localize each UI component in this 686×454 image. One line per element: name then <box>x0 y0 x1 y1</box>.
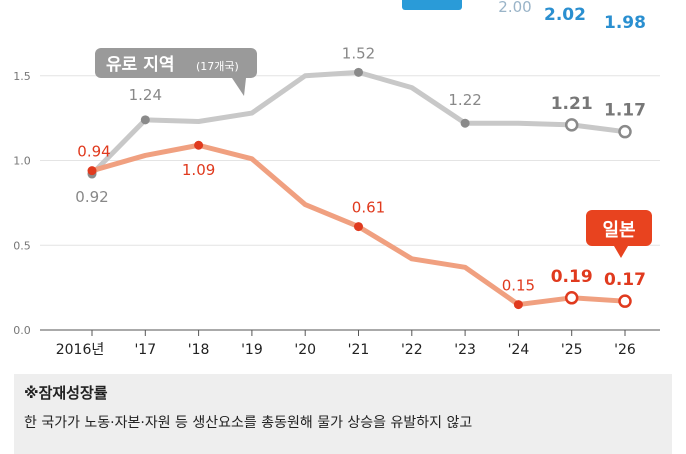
x-tick-label: '18 <box>188 342 210 358</box>
japan-data-label: 0.17 <box>604 270 646 290</box>
x-tick-label: '22 <box>401 342 423 358</box>
japan-point <box>564 291 579 305</box>
euro-legend-label: 유로 지역 <box>106 55 174 75</box>
x-axis: 2016년 '17 '18 '19 '20 '21 '22 '23 '24 '25 '26 <box>40 329 660 358</box>
x-tick-label: '17 <box>134 342 156 358</box>
y-tick-label: 1.5 <box>13 70 31 83</box>
footnote-text: 한 국가가 노동·자본·자원 등 생산요소를 총동원해 물가 상승을 유발하지 … <box>24 415 473 431</box>
series-lines <box>90 69 626 308</box>
footnote-box: ※잠재성장률 한 국가가 노동·자본·자원 등 생산요소를 총동원해 물가 상승… <box>14 374 672 454</box>
japan-data-label: 0.94 <box>77 143 110 161</box>
euro-data-label: 0.92 <box>75 188 108 206</box>
top-label-3: 1.98 <box>604 13 646 33</box>
japan-point <box>513 300 523 310</box>
x-tick-label: '20 <box>294 342 316 358</box>
top-legend-box <box>402 0 462 10</box>
x-tick-label: '25 <box>561 342 583 358</box>
x-tick-label: 2016년 <box>56 342 105 358</box>
japan-legend-label: 일본 <box>602 220 635 241</box>
euro-point <box>460 118 470 128</box>
y-tick-label: 1.0 <box>13 155 31 168</box>
y-tick-label: 0.5 <box>13 239 31 252</box>
japan-legend-callout: 일본 <box>586 210 652 258</box>
x-tick-label: '21 <box>348 342 370 358</box>
euro-legend-callout: 유로 지역 (17개국) <box>95 48 257 96</box>
euro-point <box>354 67 363 77</box>
euro-data-label: 1.21 <box>551 94 593 114</box>
y-tick-label: 0.0 <box>13 324 31 337</box>
x-tick-label: '23 <box>454 342 476 358</box>
japan-point <box>618 294 632 308</box>
euro-legend-note: (17개국) <box>196 60 239 73</box>
data-points <box>87 67 632 310</box>
y-axis-ticks: 0.0 0.5 1.0 1.5 <box>13 70 31 337</box>
euro-point <box>618 124 632 139</box>
japan-point <box>87 166 97 176</box>
euro-data-label: 1.22 <box>448 91 481 109</box>
japan-data-label: 1.09 <box>182 161 215 179</box>
euro-data-label: 1.17 <box>604 101 646 121</box>
euro-point <box>564 118 579 132</box>
euro-data-label: 1.24 <box>129 86 162 104</box>
x-tick-label: '19 <box>241 342 263 358</box>
japan-data-label: 0.61 <box>352 199 385 217</box>
line-chart: 0.0 0.5 1.0 1.5 2016년 '17 '18 '19 '20 '21 '22 '23 '… <box>13 0 660 358</box>
top-label-2: 2.02 <box>544 5 586 25</box>
japan-point <box>354 222 363 232</box>
japan-data-label: 0.19 <box>551 267 593 287</box>
japan-data-label: 0.15 <box>502 277 535 295</box>
data-labels: 0.92 1.24 1.52 1.22 1.21 1.17 0.94 1.09 0.61 0.15… <box>75 44 646 294</box>
euro-series-line <box>90 69 626 176</box>
japan-point <box>194 140 204 150</box>
euro-point <box>140 115 150 125</box>
x-tick-label: '24 <box>508 342 530 358</box>
euro-data-label: 1.52 <box>342 44 375 62</box>
top-label-1: 2.00 <box>498 0 531 16</box>
footnote-title: ※잠재성장률 <box>24 384 108 402</box>
x-tick-label: '26 <box>614 342 636 358</box>
